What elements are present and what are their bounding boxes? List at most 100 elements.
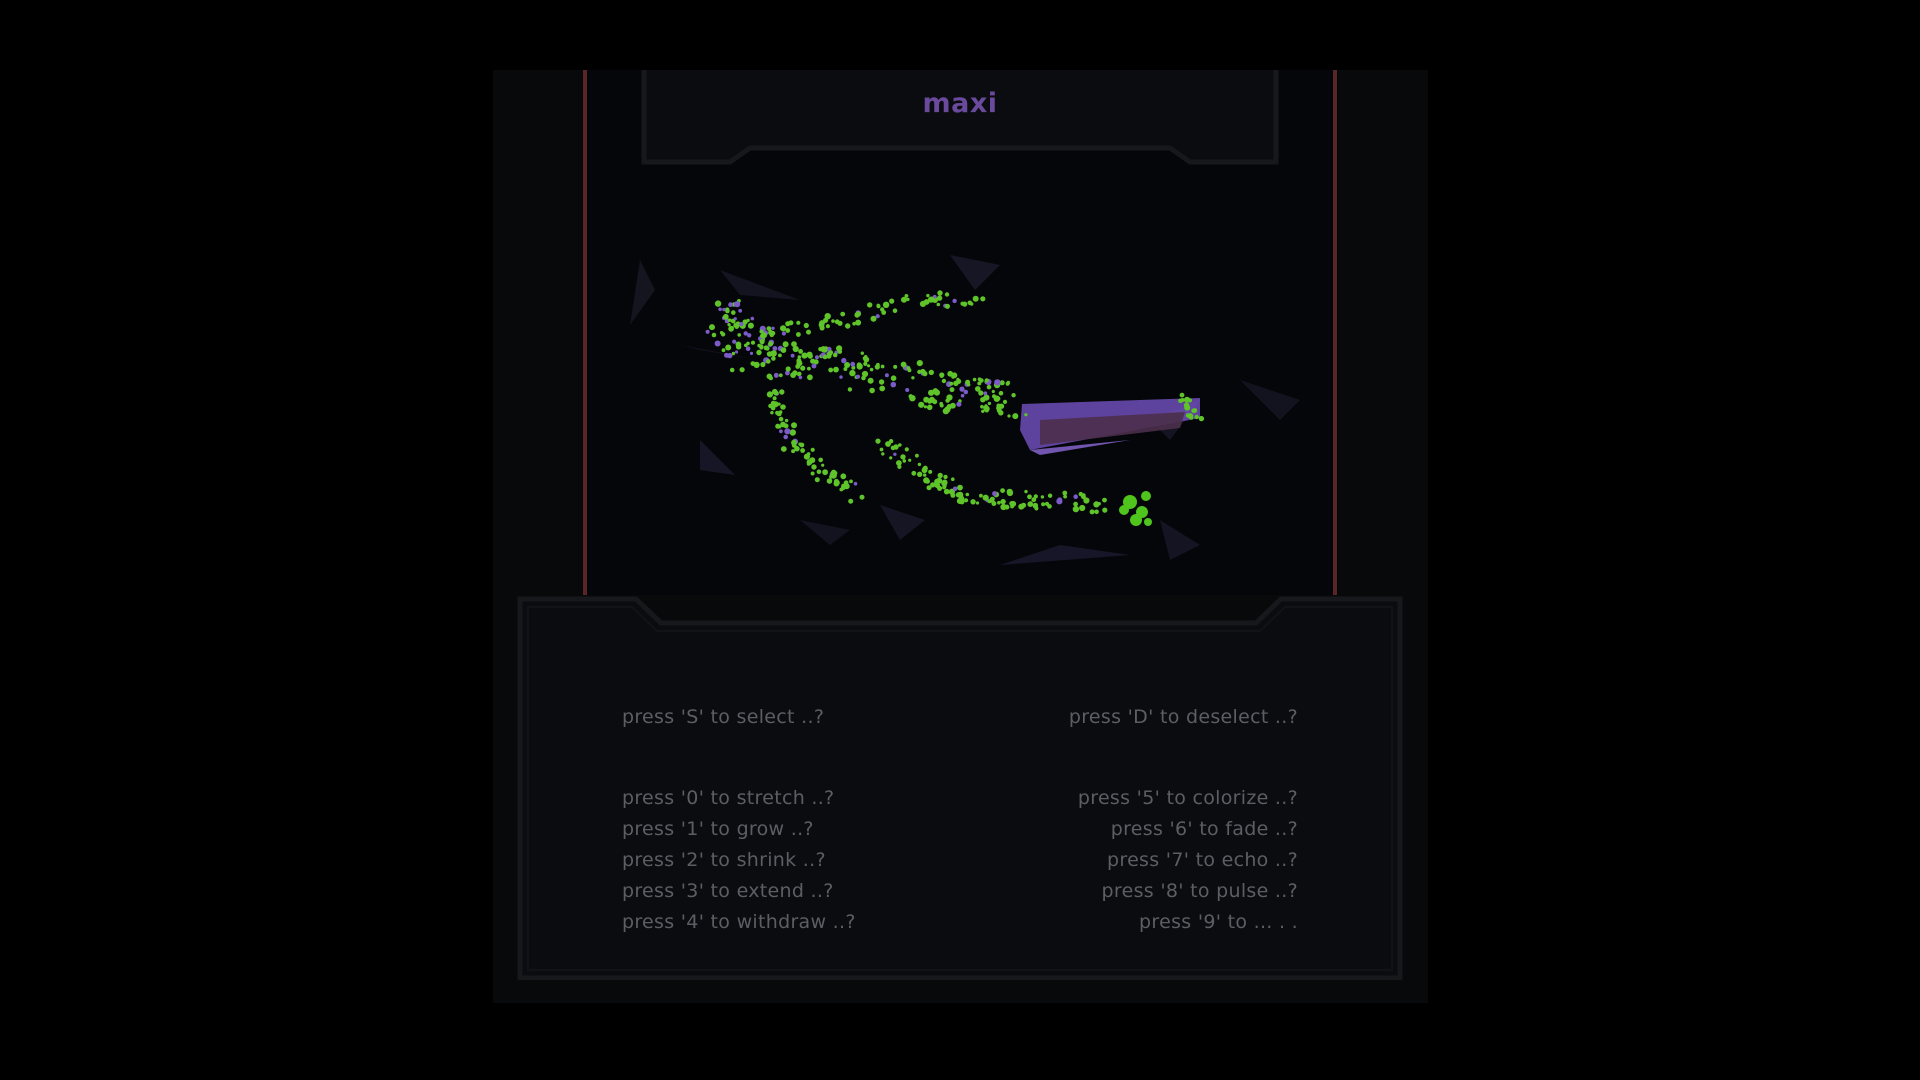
title-panel-border (641, 70, 1279, 165)
particle-purple (952, 486, 958, 492)
particle-green (926, 293, 930, 298)
particle-green (791, 449, 796, 454)
particle-green (1072, 505, 1080, 513)
particle-green (856, 362, 862, 368)
particle-green (791, 439, 797, 446)
particle-green (721, 348, 726, 353)
hint-extend: press '3' to extend ..? (622, 880, 834, 902)
particle-green (806, 462, 811, 466)
particle-green (898, 443, 902, 447)
particle-green (816, 469, 822, 475)
limb-shard-inner (1040, 412, 1185, 445)
particle-green (837, 320, 843, 326)
particle-green (1083, 497, 1090, 504)
particle-purple (905, 388, 910, 392)
particle-purple (738, 308, 743, 313)
particle-green (826, 353, 832, 359)
particle-green (800, 448, 805, 453)
particle-green (801, 352, 808, 359)
particle-green (977, 381, 982, 386)
particle-green (734, 324, 740, 329)
particle-green (897, 464, 902, 469)
particle-green (904, 294, 909, 298)
particle-purple (783, 434, 788, 440)
particle-purple (724, 353, 730, 358)
particle-green (998, 403, 1005, 409)
particle-green (818, 457, 823, 463)
particle-green (965, 492, 970, 497)
right-rail (1333, 70, 1337, 595)
particle-purple (839, 375, 843, 379)
particle-green (860, 351, 864, 355)
particle-green (844, 362, 851, 368)
particle-green (848, 498, 854, 504)
particle-green (918, 401, 925, 408)
particle-green (917, 462, 922, 467)
particle-green (906, 297, 910, 302)
particle-green (979, 493, 983, 498)
particle-green (766, 391, 774, 398)
limb-shard (1020, 398, 1200, 455)
particle-purple (875, 314, 880, 319)
particle-green (949, 387, 955, 393)
particle-green (888, 439, 894, 444)
particle-green (890, 445, 896, 451)
particle-green (768, 341, 774, 347)
shard (700, 440, 735, 475)
particle-green (770, 350, 777, 357)
particle-green (890, 375, 897, 382)
particle-green (941, 378, 947, 384)
particle-purple (705, 329, 710, 334)
particle-purple (771, 326, 775, 330)
particle-green (731, 310, 736, 315)
particle-green (939, 372, 945, 378)
particle-green (825, 324, 831, 329)
particle-green (791, 341, 797, 347)
particle-cluster (1144, 518, 1152, 526)
particle-green (731, 319, 735, 323)
particle-purple (732, 339, 737, 344)
particle-green (1006, 380, 1011, 385)
particle-green (731, 351, 736, 356)
hint-grow: press '1' to grow ..? (622, 818, 814, 840)
particle-green (1007, 414, 1011, 418)
particle-green (782, 341, 789, 348)
particle-green (760, 361, 766, 368)
particle-green (797, 373, 801, 377)
particle-green (833, 480, 840, 487)
particle-green (993, 395, 1000, 402)
particle-green (1089, 509, 1095, 515)
particle-green (947, 370, 954, 377)
particle-green (828, 350, 834, 355)
particle-green (819, 325, 825, 331)
particle-purple (992, 491, 998, 497)
particle-green (983, 405, 990, 412)
particle-green (766, 359, 771, 364)
particle-green (770, 331, 776, 336)
particle-green (926, 485, 932, 491)
particle-green (822, 469, 828, 476)
particle-cluster (1141, 491, 1151, 501)
particle-green (977, 377, 982, 382)
particle-green (1093, 501, 1100, 508)
particle-cluster (1119, 505, 1129, 515)
particle-green (867, 302, 873, 308)
particle-green (823, 317, 829, 323)
particle-green (878, 379, 885, 385)
particle-purple (718, 307, 722, 312)
particle-green (780, 404, 786, 410)
particle-purple (734, 301, 741, 308)
particle-green (768, 375, 773, 381)
particle-green (876, 304, 881, 309)
particle-green (840, 311, 846, 317)
particle-green (837, 349, 843, 354)
particle-green (777, 402, 781, 406)
particle-green (1041, 502, 1046, 507)
particle-green (1047, 504, 1052, 509)
particle-purple (952, 298, 957, 304)
particle-green (896, 460, 902, 466)
particle-green (909, 395, 916, 402)
particle-green (1194, 414, 1199, 420)
particle-green (972, 295, 979, 302)
